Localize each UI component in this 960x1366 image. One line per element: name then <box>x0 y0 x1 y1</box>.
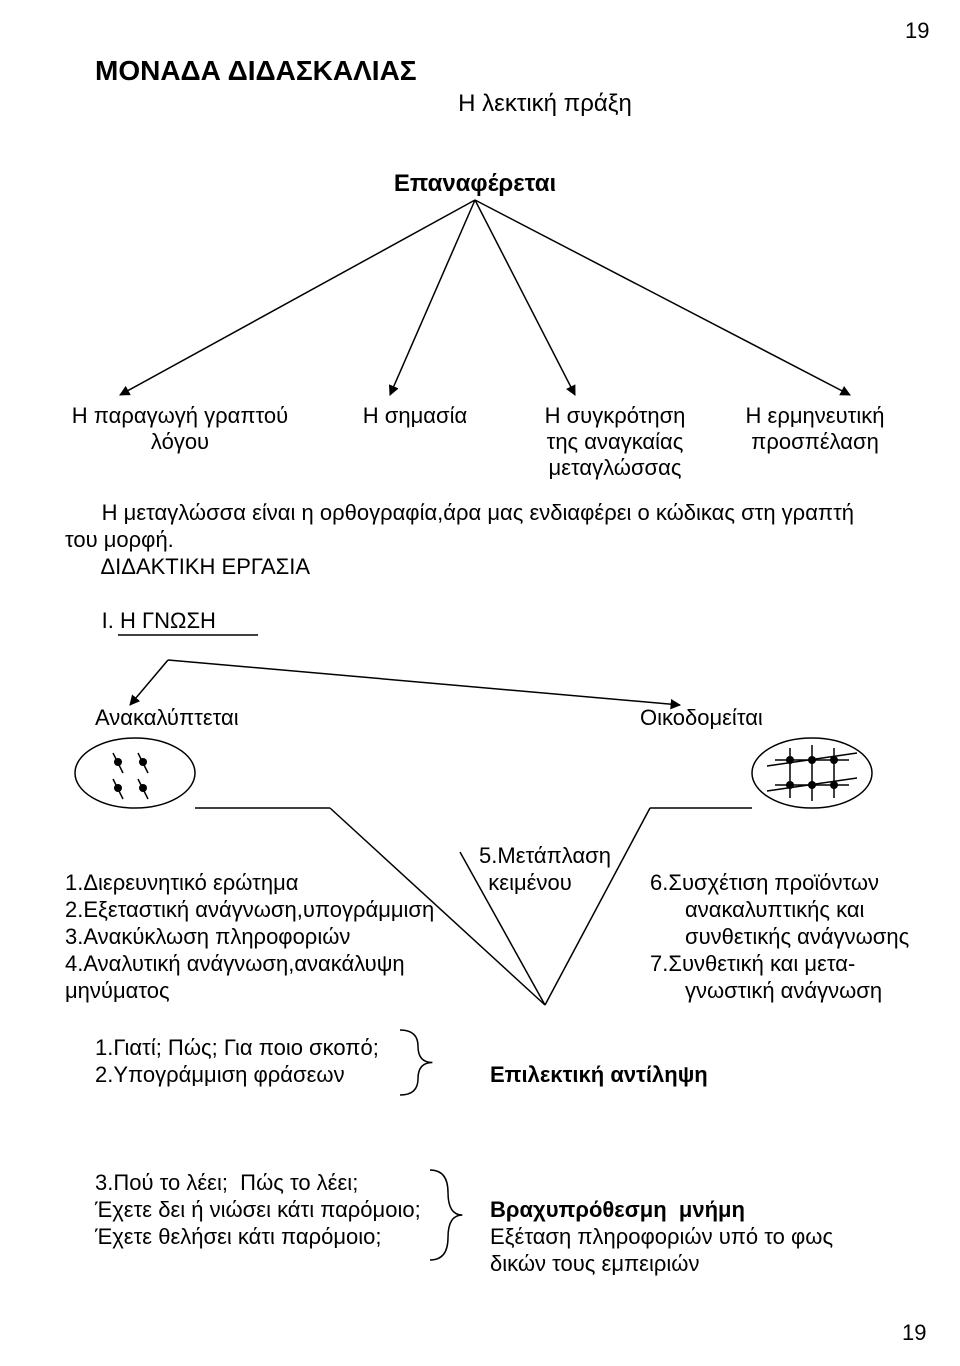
left-list-5: μηνύματος <box>65 978 170 1004</box>
diagram-overlay <box>0 0 960 1366</box>
left-ellipse-label: Ανακαλύπτεται <box>95 705 239 731</box>
answer2-line3: δικών τους εμπειριών <box>490 1251 699 1277</box>
subtitle: Η λεκτική πράξη <box>458 90 632 118</box>
paragraph-line2: του μορφή. <box>65 527 174 553</box>
q2-line1: 3.Πού το λέει; Πώς το λέει; <box>95 1170 358 1196</box>
page: 19 19 ΜΟΝΑΔΑ ΔΙΔΑΣΚΑΛΙΑΣ Η λεκτική πράξη… <box>0 0 960 1366</box>
right-list-3: συνθετικής ανάγνωσης <box>685 924 909 950</box>
fan-root-label: Επαναφέρεται <box>394 170 556 198</box>
left-list-2: 2.Εξεταστική ανάγνωση,υπογράμμιση <box>65 897 434 923</box>
answer1: Επιλεκτική αντίληψη <box>490 1062 708 1088</box>
right-list-2: ανακαλυπτικής και <box>685 897 864 923</box>
left-list-4: 4.Αναλυτική ανάγνωση,ανακάλυψη <box>65 951 405 977</box>
section-i: Ι. Η ΓΝΩΣΗ <box>65 608 216 634</box>
title: ΜΟΝΑΔΑ ΔΙΔΑΣΚΑΛΙΑΣ <box>95 55 417 87</box>
branch4-line1: Η ερμηνευτική <box>746 403 885 429</box>
right-ellipse-label: Οικοδομείται <box>640 705 763 731</box>
q1-line2: 2.Υπογράμμιση φράσεων <box>95 1062 345 1088</box>
branch2-line1: Η σημασία <box>363 403 467 429</box>
branch1-line1: Η παραγωγή γραπτού <box>72 403 288 429</box>
branch3-line3: μεταγλώσσας <box>549 455 682 481</box>
right-list-1: 6.Συσχέτιση προϊόντων <box>650 870 879 896</box>
q2-line2: Έχετε δει ή νιώσει κάτι παρόμοιο; <box>95 1197 421 1223</box>
branch3-line1: Η συγκρότηση <box>545 403 686 429</box>
branch4-line2: προσπέλαση <box>751 429 879 455</box>
right-list-4: 7.Συνθετική και μετα- <box>650 951 855 977</box>
right-list-5: γνωστική ανάγνωση <box>685 978 882 1004</box>
q1-line1: 1.Γιατί; Πώς; Για ποιο σκοπό; <box>95 1035 379 1061</box>
paragraph-line1: Η μεταγλώσσα είναι η ορθογραφία,άρα μας … <box>65 500 854 526</box>
mid-line1: 5.Μετάπλαση <box>479 843 611 869</box>
branch3-line2: της αναγκαίας <box>547 429 684 455</box>
page-number-bottom: 19 <box>902 1320 926 1346</box>
answer2-line2: Εξέταση πληροφοριών υπό το φως <box>490 1224 833 1250</box>
paragraph-line3: ΔΙΔΑΚΤΙΚΗ ΕΡΓΑΣΙΑ <box>65 554 310 580</box>
q2-line3: Έχετε θελήσει κάτι παρόμοιο; <box>95 1224 382 1250</box>
answer2-line1: Βραχυπρόθεσμη μνήμη <box>490 1197 745 1223</box>
page-number-top: 19 <box>905 18 929 44</box>
mid-line2: κειμένου <box>488 870 571 896</box>
left-list-1: 1.Διερευνητικό ερώτημα <box>65 870 299 896</box>
left-list-3: 3.Ανακύκλωση πληροφοριών <box>65 924 350 950</box>
branch1-line2: λόγου <box>151 429 209 455</box>
